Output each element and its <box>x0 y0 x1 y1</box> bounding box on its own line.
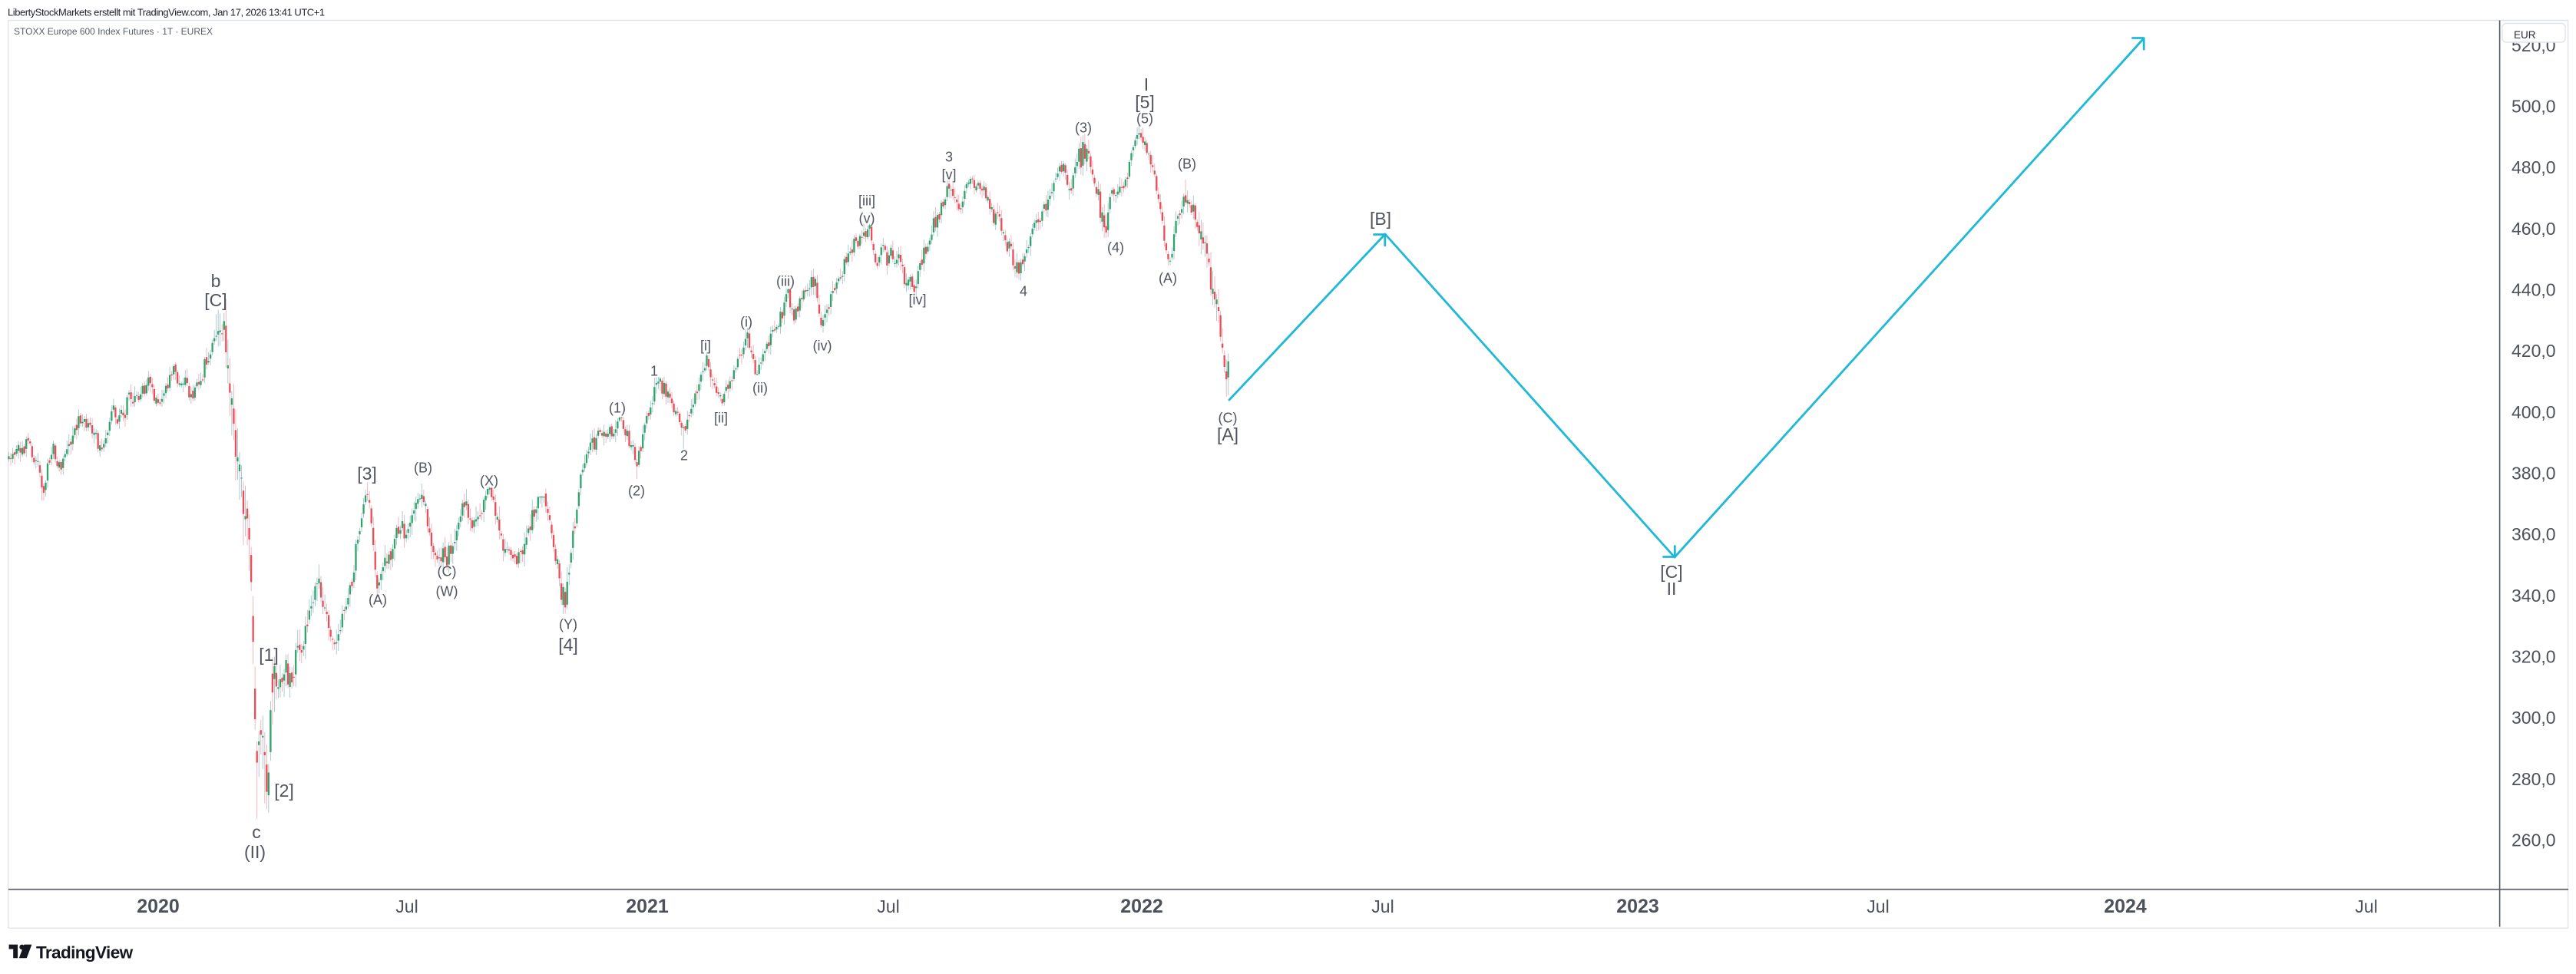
svg-text:1: 1 <box>650 364 658 379</box>
svg-text:[A]: [A] <box>1217 424 1238 444</box>
svg-text:[C]: [C] <box>1660 562 1682 582</box>
svg-text:2024: 2024 <box>2104 896 2147 917</box>
svg-text:2022: 2022 <box>1120 896 1163 917</box>
svg-text:480,0: 480,0 <box>2512 157 2556 177</box>
svg-text:(4): (4) <box>1107 240 1124 256</box>
svg-text:[2]: [2] <box>274 781 294 801</box>
svg-text:360,0: 360,0 <box>2512 524 2556 544</box>
svg-text:[3]: [3] <box>357 464 377 484</box>
svg-text:Jul: Jul <box>1371 896 1394 916</box>
svg-text:[4]: [4] <box>558 635 578 655</box>
svg-text:(A): (A) <box>1159 271 1177 286</box>
svg-text:4: 4 <box>1020 284 1027 299</box>
svg-text:420,0: 420,0 <box>2512 341 2556 361</box>
svg-text:(W): (W) <box>436 584 458 599</box>
svg-text:EUR: EUR <box>2514 29 2536 41</box>
svg-text:Jul: Jul <box>395 896 418 916</box>
svg-text:[1]: [1] <box>259 645 279 665</box>
svg-text:(v): (v) <box>859 211 875 226</box>
svg-text:Jul: Jul <box>877 896 899 916</box>
svg-text:(A): (A) <box>369 593 387 608</box>
svg-text:(ii): (ii) <box>752 381 768 396</box>
svg-text:440,0: 440,0 <box>2512 280 2556 300</box>
svg-text:340,0: 340,0 <box>2512 586 2556 606</box>
svg-text:(Y): (Y) <box>559 617 577 632</box>
svg-text:Jul: Jul <box>1867 896 1889 916</box>
svg-text:(iv): (iv) <box>813 338 832 354</box>
svg-text:[C]: [C] <box>204 290 227 310</box>
svg-text:280,0: 280,0 <box>2512 769 2556 789</box>
svg-text:[ii]: [ii] <box>714 411 728 426</box>
svg-text:300,0: 300,0 <box>2512 708 2556 728</box>
svg-text:400,0: 400,0 <box>2512 402 2556 422</box>
svg-text:2023: 2023 <box>1616 896 1659 917</box>
svg-text:(C): (C) <box>438 564 457 579</box>
svg-text:2021: 2021 <box>626 896 669 917</box>
svg-text:b: b <box>211 271 221 291</box>
svg-text:(2): (2) <box>628 484 645 499</box>
svg-text:[i]: [i] <box>700 338 711 354</box>
svg-text:TradingView: TradingView <box>36 943 134 962</box>
svg-text:[B]: [B] <box>1370 209 1391 229</box>
svg-text:Jul: Jul <box>2355 896 2377 916</box>
svg-text:260,0: 260,0 <box>2512 830 2556 850</box>
svg-text:380,0: 380,0 <box>2512 464 2556 484</box>
svg-text:c: c <box>252 822 261 842</box>
svg-text:(C): (C) <box>1219 411 1238 426</box>
svg-text:II: II <box>1667 579 1677 599</box>
svg-text:2: 2 <box>680 448 688 464</box>
svg-text:(i): (i) <box>740 315 752 330</box>
svg-text:(3): (3) <box>1075 121 1092 136</box>
svg-text:320,0: 320,0 <box>2512 646 2556 666</box>
svg-text:2020: 2020 <box>137 896 180 917</box>
svg-text:[iv]: [iv] <box>908 292 926 308</box>
svg-text:(iii): (iii) <box>776 274 795 289</box>
svg-text:(B): (B) <box>414 461 432 476</box>
svg-text:(X): (X) <box>480 474 498 489</box>
svg-text:3: 3 <box>945 150 953 165</box>
svg-text:(II): (II) <box>244 842 266 862</box>
svg-text:(B): (B) <box>1178 157 1196 172</box>
svg-text:[iii]: [iii] <box>858 193 875 209</box>
svg-text:STOXX Europe 600 Index Futures: STOXX Europe 600 Index Futures · 1T · EU… <box>14 26 213 37</box>
svg-text:[5]: [5] <box>1135 92 1155 112</box>
svg-text:500,0: 500,0 <box>2512 97 2556 117</box>
svg-text:460,0: 460,0 <box>2512 219 2556 239</box>
svg-text:I: I <box>1144 74 1149 94</box>
svg-text:LibertyStockMarkets erstellt m: LibertyStockMarkets erstellt mit Trading… <box>8 7 325 18</box>
svg-text:[v]: [v] <box>941 167 956 183</box>
svg-text:(5): (5) <box>1136 111 1153 127</box>
svg-text:(1): (1) <box>609 401 626 416</box>
